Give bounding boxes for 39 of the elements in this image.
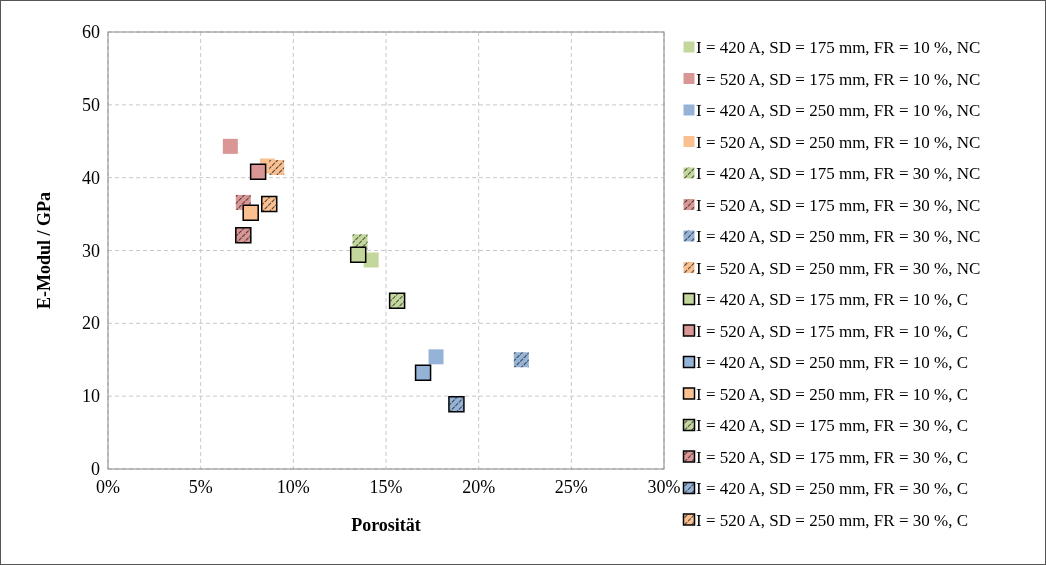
x-tick-label: 0% — [96, 477, 120, 497]
legend-label: I = 420 A, SD = 250 mm, FR = 30 %, NC — [696, 227, 981, 246]
legend-label: I = 420 A, SD = 250 mm, FR = 30 %, C — [696, 479, 968, 498]
legend-label: I = 420 A, SD = 175 mm, FR = 10 %, NC — [696, 38, 981, 57]
point — [428, 349, 444, 365]
legend-label: I = 520 A, SD = 250 mm, FR = 30 %, NC — [696, 258, 981, 278]
point — [222, 138, 238, 154]
x-tick-label: 15% — [369, 477, 403, 497]
legend-label: I = 520 A, SD = 175 mm, FR = 30 %, C — [696, 447, 968, 467]
legend-label: I = 520 A, SD = 250 mm, FR = 30 %, C — [696, 510, 968, 530]
x-axis-title: Porosität — [351, 515, 421, 535]
legend-label: I = 420 A, SD = 175 mm, FR = 10 %, C — [696, 290, 968, 309]
x-tick-label: 20% — [462, 477, 496, 497]
y-tick-label: 40 — [82, 167, 100, 188]
legend-label: I = 520 A, SD = 250 mm, FR = 10 %, NC — [696, 132, 981, 152]
y-tick-label: 10 — [82, 386, 100, 407]
y-axis-title: E-Modul / GPa — [34, 191, 54, 310]
point — [363, 252, 379, 268]
legend-label: I = 520 A, SD = 175 mm, FR = 30 %, NC — [696, 195, 981, 215]
legend-label: I = 420 A, SD = 175 mm, FR = 30 %, C — [696, 416, 968, 435]
legend-label: I = 420 A, SD = 175 mm, FR = 30 %, NC — [696, 164, 981, 183]
legend-label: I = 420 A, SD = 250 mm, FR = 10 %, C — [696, 353, 968, 372]
y-tick-label: 20 — [82, 313, 100, 334]
y-tick-label: 50 — [82, 94, 100, 115]
x-tick-label: 10% — [276, 477, 310, 497]
point — [414, 364, 432, 382]
legend-label: I = 420 A, SD = 250 mm, FR = 10 %, NC — [696, 101, 981, 120]
point — [249, 163, 267, 181]
legend-label: I = 520 A, SD = 175 mm, FR = 10 %, C — [696, 321, 968, 341]
point — [242, 204, 259, 221]
legend-label: I = 520 A, SD = 250 mm, FR = 10 %, C — [696, 384, 968, 404]
point — [349, 246, 367, 264]
y-tick-label: 60 — [82, 22, 100, 42]
x-tick-label: 25% — [554, 477, 588, 497]
x-tick-label: 30% — [647, 477, 681, 497]
y-tick-label: 30 — [82, 240, 100, 261]
x-tick-label: 5% — [188, 477, 213, 497]
legend-label: I = 520 A, SD = 175 mm, FR = 10 %, NC — [696, 69, 981, 89]
y-tick-label: 0 — [91, 459, 100, 479]
